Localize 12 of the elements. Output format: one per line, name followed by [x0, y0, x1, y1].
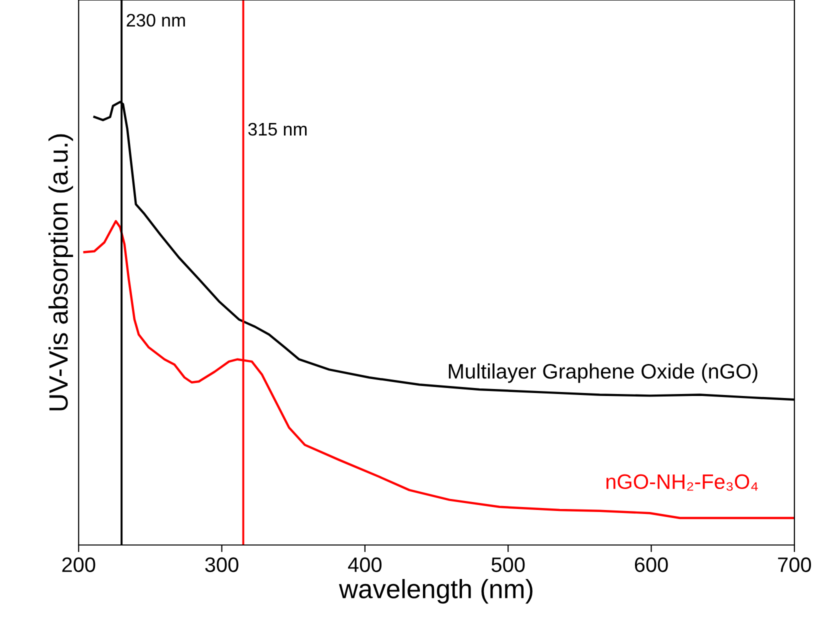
ref-line-label: 230 nm	[126, 14, 185, 27]
x-tick-label: 200	[62, 557, 96, 572]
ref-line-label: 315 nm	[248, 122, 307, 136]
x-tick-label: 300	[205, 557, 238, 572]
x-axis-title: wavelength (nm)	[338, 579, 532, 604]
x-tick-label: 500	[492, 557, 525, 572]
x-tick-label: 700	[778, 557, 811, 572]
x-tick-label: 400	[348, 557, 382, 572]
series-label: nGO-NH₂-Fe₃O₄	[606, 474, 758, 491]
y-axis-title: UV-Vis absorption (a.u.)	[48, 134, 74, 410]
x-tick-label: 600	[634, 557, 668, 572]
series-label: Multilayer Graphene Oxide (nGO)	[448, 363, 758, 383]
